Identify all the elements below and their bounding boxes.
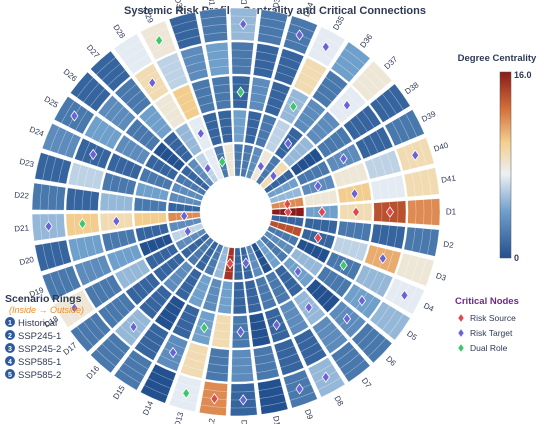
node-label-d12: D12 <box>206 417 217 424</box>
node-label-d23: D23 <box>18 157 35 169</box>
node-label-d7: D7 <box>360 376 374 390</box>
node-legend-label: Risk Source <box>470 313 516 323</box>
node-label-d5: D5 <box>405 329 419 343</box>
node-label-d41: D41 <box>441 174 457 185</box>
radial-wheel <box>32 8 440 416</box>
node-label-d37: D37 <box>382 54 399 71</box>
node-label-d26: D26 <box>62 67 79 84</box>
ring-badge-number: 4 <box>8 359 12 366</box>
colorbar-title: Degree Centrality <box>458 53 537 64</box>
ring-badge-number: 3 <box>8 346 12 353</box>
rings-legend-subtitle: (Inside → Outside) <box>9 305 84 315</box>
ring-legend-label: SSP585-2 <box>18 370 61 381</box>
node-label-d21: D21 <box>14 223 30 233</box>
node-label-d15: D15 <box>111 383 127 401</box>
node-label-d25: D25 <box>43 95 61 111</box>
legend-source-icon <box>458 314 464 323</box>
node-label-d16: D16 <box>85 364 102 381</box>
ring-legend-label: Historical <box>18 318 57 329</box>
node-label-d10: D10 <box>271 415 283 424</box>
ring-badge-number: 5 <box>8 372 12 379</box>
node-label-d40: D40 <box>433 140 450 153</box>
node-label-d13: D13 <box>173 411 186 424</box>
ring-legend-label: SSP245-2 <box>18 344 61 355</box>
node-label-d11: D11 <box>239 420 249 424</box>
node-label-d9: D9 <box>303 408 315 421</box>
node-label-d4: D4 <box>422 301 436 314</box>
node-legend-label: Dual Role <box>470 343 508 353</box>
node-label-d27: D27 <box>85 43 102 60</box>
node-label-d1: D1 <box>446 208 457 217</box>
rings-legend-title: Scenario Rings <box>5 293 82 305</box>
colorbar-max-label: 16.0 <box>514 70 532 80</box>
node-label-d38: D38 <box>403 80 421 96</box>
center-hole <box>201 177 271 247</box>
legend-target-icon <box>458 329 464 338</box>
node-label-d36: D36 <box>358 32 374 50</box>
node-label-d28: D28 <box>111 23 127 41</box>
scenario-rings-legend: Scenario Rings (Inside → Outside) 1 Histo… <box>5 293 84 381</box>
node-label-d8: D8 <box>332 394 345 408</box>
critical-nodes-legend: Critical Nodes Risk Source Risk Target Dua… <box>455 296 519 353</box>
ring-legend-label: SSP245-1 <box>18 331 61 342</box>
node-label-d6: D6 <box>384 354 398 368</box>
colorbar-gradient <box>500 72 511 258</box>
node-label-d24: D24 <box>28 125 45 139</box>
node-label-d3: D3 <box>435 271 448 283</box>
ring-legend-label: SSP585-1 <box>18 357 61 368</box>
node-label-d2: D2 <box>443 240 455 251</box>
node-label-d14: D14 <box>141 399 155 417</box>
node-label-d20: D20 <box>18 255 35 267</box>
node-label-d22: D22 <box>14 190 30 200</box>
colorbar: Degree Centrality 16.0 0 <box>458 53 537 263</box>
node-label-d17: D17 <box>62 340 79 357</box>
node-label-d39: D39 <box>420 109 438 124</box>
node-label-d32: D32 <box>239 0 249 5</box>
ring-badge-number: 2 <box>8 333 12 340</box>
nodes-legend-title: Critical Nodes <box>455 296 519 307</box>
colorbar-min-label: 0 <box>514 253 519 263</box>
node-legend-label: Risk Target <box>470 328 513 338</box>
ring-badge-number: 1 <box>8 320 12 327</box>
legend-dual-icon <box>458 344 464 353</box>
